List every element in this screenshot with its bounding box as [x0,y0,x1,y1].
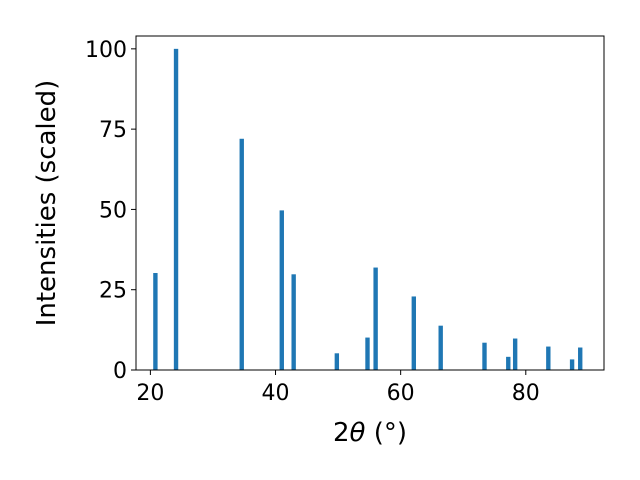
bar-6 [365,337,370,370]
bar-7 [373,267,378,370]
bar-1 [173,48,179,370]
x-axis-label: 2θ (°) [333,418,407,448]
bar-11 [506,356,511,370]
bar-2 [239,138,244,370]
x-tick-label: 80 [512,381,540,406]
bar-9 [438,325,443,370]
bar-10 [482,342,487,370]
y-axis-ticks: 0 25 50 75 100 [85,38,136,384]
y-tick-label: 0 [113,359,127,384]
bar-13 [546,346,551,370]
bar-5 [334,353,340,370]
x-tick-label: 20 [136,381,164,406]
plot-frame [135,35,605,371]
x-tick-label: 40 [262,381,290,406]
bar-4 [291,274,296,370]
bars-group [153,48,583,370]
bar-12 [512,338,518,370]
y-tick-label: 100 [85,38,127,63]
bar-15 [578,347,583,370]
x-axis-ticks: 20 40 60 80 [136,370,540,406]
y-tick-label: 75 [99,118,127,143]
y-tick-label: 50 [99,198,127,223]
y-axis-label: Intensities (scaled) [32,80,62,327]
bar-14 [569,359,575,370]
y-tick-label: 25 [99,279,127,304]
bar-3 [279,210,284,370]
bar-8 [411,296,416,370]
bar-0 [153,273,158,370]
x-tick-label: 60 [387,381,415,406]
